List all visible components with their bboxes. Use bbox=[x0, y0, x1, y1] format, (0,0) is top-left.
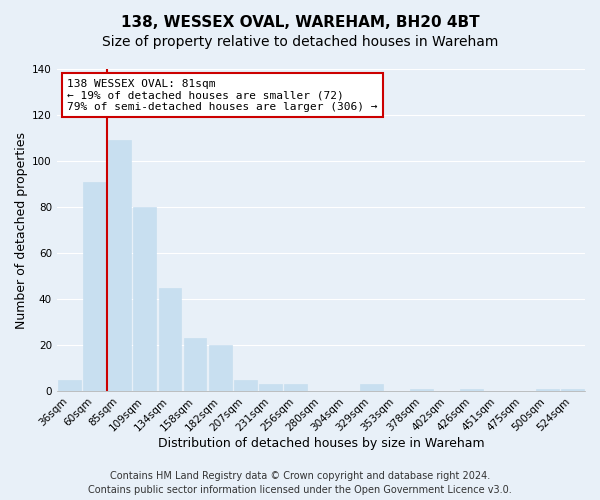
Bar bbox=[133, 207, 156, 391]
Bar bbox=[234, 380, 257, 391]
Bar bbox=[109, 140, 131, 391]
Bar bbox=[58, 380, 80, 391]
Bar bbox=[158, 288, 181, 391]
Bar bbox=[83, 182, 106, 391]
Bar bbox=[536, 389, 559, 391]
Text: 138, WESSEX OVAL, WAREHAM, BH20 4BT: 138, WESSEX OVAL, WAREHAM, BH20 4BT bbox=[121, 15, 479, 30]
X-axis label: Distribution of detached houses by size in Wareham: Distribution of detached houses by size … bbox=[158, 437, 484, 450]
Text: Contains HM Land Registry data © Crown copyright and database right 2024.
Contai: Contains HM Land Registry data © Crown c… bbox=[88, 471, 512, 495]
Text: 138 WESSEX OVAL: 81sqm
← 19% of detached houses are smaller (72)
79% of semi-det: 138 WESSEX OVAL: 81sqm ← 19% of detached… bbox=[67, 78, 378, 112]
Text: Size of property relative to detached houses in Wareham: Size of property relative to detached ho… bbox=[102, 35, 498, 49]
Bar bbox=[259, 384, 282, 391]
Y-axis label: Number of detached properties: Number of detached properties bbox=[15, 132, 28, 328]
Bar bbox=[184, 338, 206, 391]
Bar bbox=[460, 389, 483, 391]
Bar bbox=[561, 389, 584, 391]
Bar bbox=[209, 345, 232, 391]
Bar bbox=[360, 384, 383, 391]
Bar bbox=[410, 389, 433, 391]
Bar bbox=[284, 384, 307, 391]
